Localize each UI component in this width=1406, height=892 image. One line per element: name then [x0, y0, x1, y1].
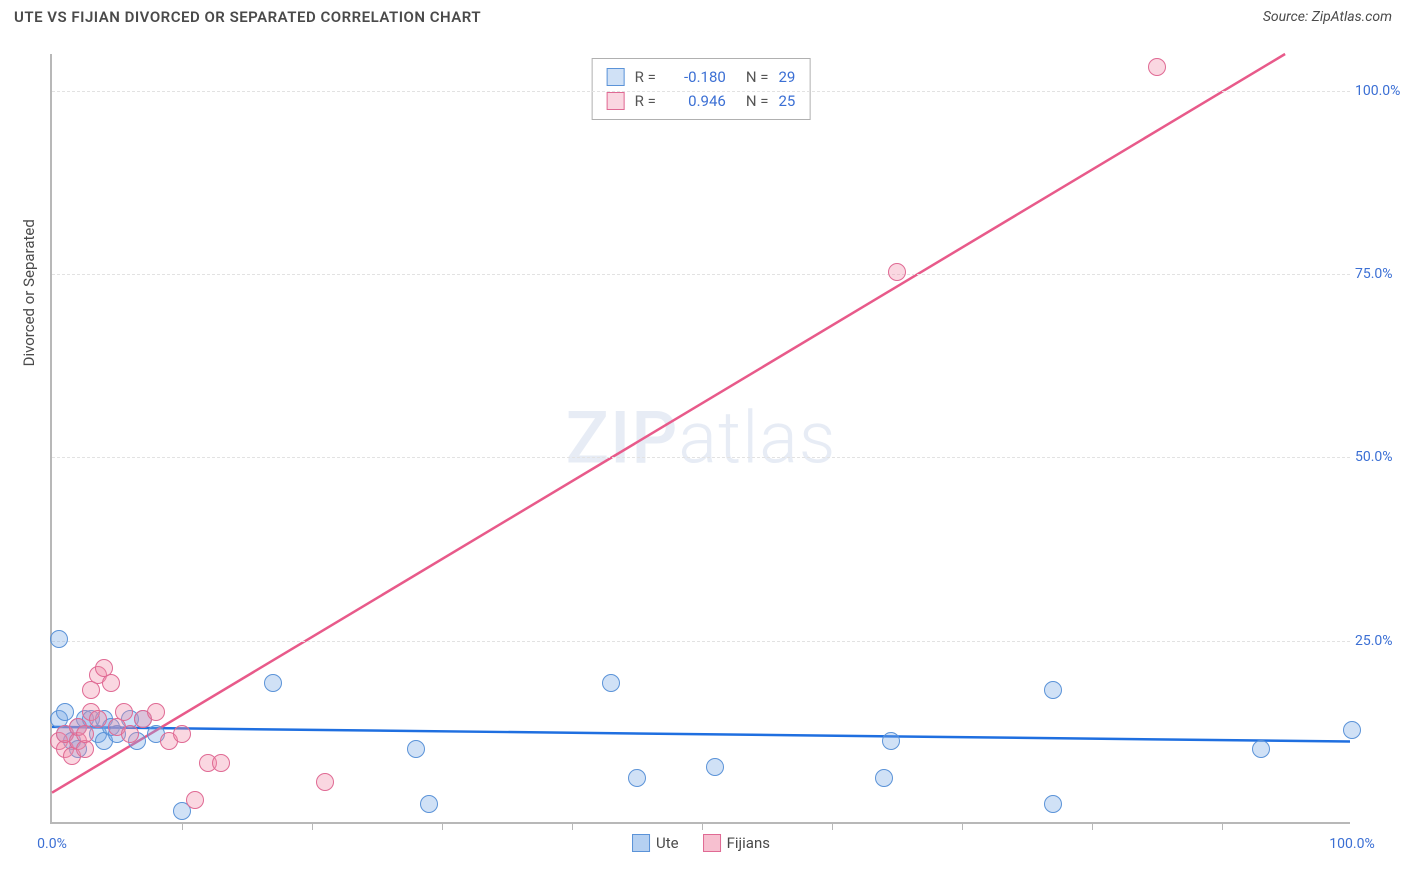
stats-r-value: 0.946 — [666, 89, 726, 113]
data-point — [121, 725, 139, 743]
legend-label: Fijians — [727, 834, 770, 852]
y-axis-title: Divorced or Separated — [20, 219, 38, 366]
data-point — [628, 769, 646, 787]
chart-plot-area: ZIPatlas R =-0.180N =29R =0.946N =25 Ute… — [50, 54, 1350, 824]
correlation-stats-box: R = -0.180 N = 29 R = 0.946 N = 25 — [592, 58, 811, 120]
trend-line-ute — [52, 727, 1350, 742]
legend-swatch — [607, 92, 625, 110]
grid-line — [52, 641, 1350, 642]
stats-row: R = -0.180 N = 29 — [607, 65, 796, 89]
legend-item: Fijians — [703, 834, 770, 852]
chart-source: Source: ZipAtlas.com — [1263, 9, 1392, 25]
data-point — [102, 674, 120, 692]
legend-item: Ute — [632, 834, 679, 852]
stats-n-value: 25 — [778, 89, 795, 113]
stats-r-value: -0.180 — [666, 65, 726, 89]
grid-line — [52, 91, 1350, 92]
x-tick-label: 100.0% — [1329, 836, 1374, 852]
legend-swatch — [607, 68, 625, 86]
data-point — [173, 725, 191, 743]
data-point — [1343, 721, 1361, 739]
stats-n-value: 29 — [778, 65, 795, 89]
data-point — [1148, 58, 1166, 76]
legend-swatch — [632, 834, 650, 852]
legend: Ute Fijians — [632, 834, 770, 852]
stats-r-label: R = — [635, 65, 656, 89]
data-point — [147, 703, 165, 721]
stats-n-label: N = — [746, 89, 769, 113]
data-point — [264, 674, 282, 692]
data-point — [1044, 681, 1062, 699]
data-point — [875, 769, 893, 787]
grid-line — [52, 457, 1350, 458]
legend-swatch — [703, 834, 721, 852]
data-point — [115, 703, 133, 721]
data-point — [420, 795, 438, 813]
data-point — [316, 773, 334, 791]
y-tick-label: 100.0% — [1355, 83, 1406, 99]
legend-label: Ute — [656, 834, 679, 852]
x-tick — [312, 822, 313, 830]
chart-header: UTE VS FIJIAN DIVORCED OR SEPARATED CORR… — [0, 0, 1406, 32]
x-tick — [572, 822, 573, 830]
data-point — [1044, 795, 1062, 813]
data-point — [888, 263, 906, 281]
data-point — [76, 725, 94, 743]
x-tick — [702, 822, 703, 830]
data-point — [56, 703, 74, 721]
data-point — [706, 758, 724, 776]
y-tick-label: 50.0% — [1355, 449, 1406, 465]
data-point — [407, 740, 425, 758]
stats-n-label: N = — [746, 65, 769, 89]
data-point — [882, 732, 900, 750]
y-tick-label: 75.0% — [1355, 266, 1406, 282]
trend-line-fijians — [52, 54, 1285, 793]
stats-row: R = 0.946 N = 25 — [607, 89, 796, 113]
data-point — [186, 791, 204, 809]
x-tick — [442, 822, 443, 830]
data-point — [89, 710, 107, 728]
x-tick — [832, 822, 833, 830]
x-tick — [1222, 822, 1223, 830]
data-point — [212, 754, 230, 772]
grid-line — [52, 274, 1350, 275]
stats-r-label: R = — [635, 89, 656, 113]
x-tick — [182, 822, 183, 830]
x-tick — [1092, 822, 1093, 830]
data-point — [1252, 740, 1270, 758]
x-tick-label: 0.0% — [37, 836, 67, 852]
y-tick-label: 25.0% — [1355, 633, 1406, 649]
chart-title: UTE VS FIJIAN DIVORCED OR SEPARATED CORR… — [14, 8, 481, 26]
data-point — [50, 630, 68, 648]
x-tick — [962, 822, 963, 830]
data-point — [602, 674, 620, 692]
trend-lines — [52, 54, 1350, 822]
